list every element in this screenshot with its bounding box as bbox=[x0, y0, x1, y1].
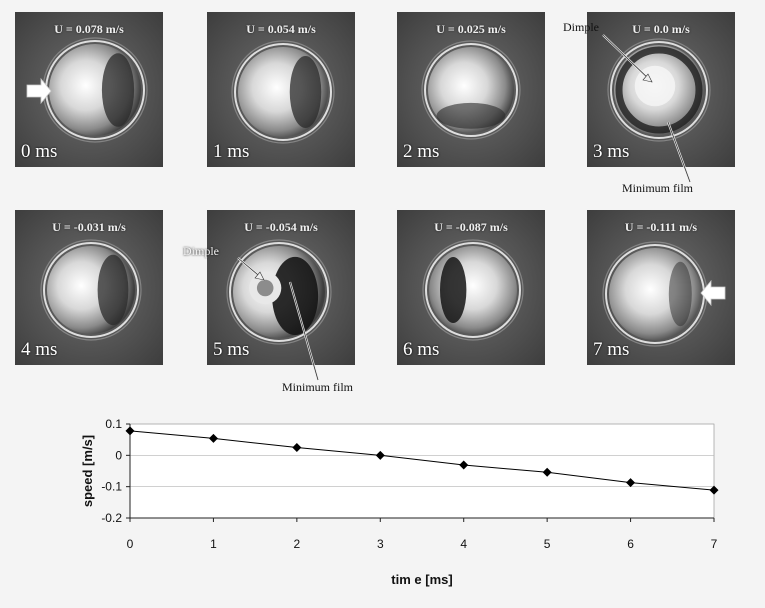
speed-series-line bbox=[129, 430, 715, 491]
x-axis-title: tim e [ms] bbox=[391, 572, 452, 587]
droplet-image bbox=[15, 210, 163, 365]
x-tick-label: 5 bbox=[544, 537, 551, 551]
frame-7ms: U = -0.111 m/s 7 ms bbox=[587, 210, 735, 365]
frame-2ms: U = 0.025 m/s 2 ms bbox=[397, 12, 545, 167]
time-label: 1 ms bbox=[213, 141, 250, 162]
velocity-label: U = 0.054 m/s bbox=[246, 22, 316, 36]
speed-chart: 0.1 0 -0.1 -0.2 0 1 2 3 4 5 6 7 tim e [ms] speed [… bbox=[80, 417, 719, 587]
x-tick-label: 1 bbox=[210, 537, 217, 551]
data-point-diamond bbox=[208, 433, 218, 443]
velocity-label: U = -0.054 m/s bbox=[244, 220, 318, 234]
time-label: 0 ms bbox=[21, 141, 58, 162]
data-point-diamond bbox=[709, 485, 719, 495]
data-point-diamond bbox=[292, 443, 302, 452]
dimple-label-top: Dimple bbox=[563, 20, 599, 34]
data-point-diamond bbox=[125, 426, 135, 436]
time-label: 3 ms bbox=[593, 141, 630, 162]
x-tick-label: 2 bbox=[294, 537, 301, 551]
velocity-label: U = -0.111 m/s bbox=[624, 220, 698, 234]
time-label: 6 ms bbox=[403, 339, 440, 360]
speed-series-markers bbox=[125, 426, 719, 495]
y-tick-labels: 0.1 0 -0.1 -0.2 bbox=[101, 417, 130, 525]
time-label: 5 ms bbox=[213, 339, 250, 360]
droplet-image bbox=[397, 210, 545, 365]
frame-5ms: U = -0.054 m/s 5 ms bbox=[207, 210, 355, 365]
flow-arrow-right-icon bbox=[26, 77, 52, 105]
dimple-label-bottom: Dimple bbox=[183, 244, 219, 258]
velocity-label: U = 0.0 m/s bbox=[632, 22, 690, 36]
time-label: 2 ms bbox=[403, 141, 440, 162]
minimum-film-label-bottom: Minimum film bbox=[282, 380, 354, 394]
velocity-label: U = -0.087 m/s bbox=[434, 220, 508, 234]
frame-1ms: U = 0.054 m/s 1 ms bbox=[207, 12, 355, 167]
flow-arrow-left-icon bbox=[700, 279, 726, 307]
frame-6ms: U = -0.087 m/s 6 ms bbox=[397, 210, 545, 365]
time-label: 7 ms bbox=[593, 339, 630, 360]
x-tick-label: 3 bbox=[377, 537, 384, 551]
y-tick-label: -0.1 bbox=[101, 480, 122, 494]
y-tick-label: 0.1 bbox=[105, 417, 122, 431]
data-point-diamond bbox=[626, 478, 636, 488]
x-tick-label: 0 bbox=[127, 537, 134, 551]
x-tick-label: 4 bbox=[460, 537, 467, 551]
x-tick-label: 7 bbox=[711, 537, 718, 551]
y-tick-label: 0 bbox=[115, 448, 122, 462]
droplet-image bbox=[15, 12, 163, 167]
frame-0ms: U = 0.078 m/s 0 ms bbox=[15, 12, 163, 167]
droplet-image bbox=[397, 12, 545, 167]
data-point-diamond bbox=[542, 467, 552, 477]
droplet-image bbox=[587, 210, 735, 365]
y-axis-title: speed [m/s] bbox=[80, 435, 95, 507]
y-tick-label: -0.2 bbox=[101, 511, 122, 525]
velocity-label: U = 0.025 m/s bbox=[436, 22, 506, 36]
minimum-film-label-top: Minimum film bbox=[622, 181, 694, 195]
frame-3ms: U = 0.0 m/s 3 ms bbox=[587, 12, 735, 167]
data-point-diamond bbox=[459, 460, 469, 470]
frame-4ms: U = -0.031 m/s 4 ms bbox=[15, 210, 163, 365]
x-tick-labels: 0 1 2 3 4 5 6 7 bbox=[127, 518, 718, 551]
data-point-diamond bbox=[375, 450, 385, 460]
droplet-image bbox=[207, 12, 355, 167]
x-tick-label: 6 bbox=[627, 537, 634, 551]
velocity-label: U = -0.031 m/s bbox=[52, 220, 126, 234]
time-label: 4 ms bbox=[21, 339, 58, 360]
velocity-label: U = 0.078 m/s bbox=[54, 22, 124, 36]
